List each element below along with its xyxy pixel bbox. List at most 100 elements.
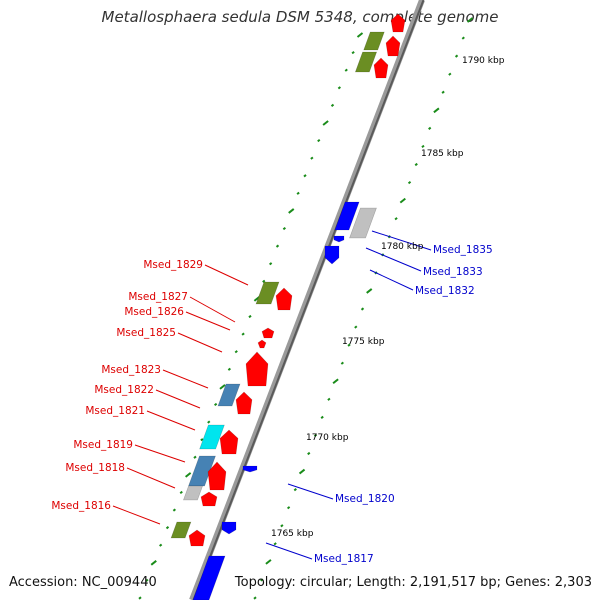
gene-forward: [188, 529, 206, 547]
scale-label-1765: 1765 kbp: [271, 529, 314, 539]
leader-line: [112, 505, 161, 525]
gene-msed-1826: [261, 327, 275, 339]
tick-mark: [399, 197, 406, 204]
gene-label-msed-1820: Msed_1820: [335, 493, 395, 505]
backbone: [189, 0, 425, 600]
tick-mark: [227, 367, 231, 371]
topology-text: Topology: circular; Length: 2,191,517 bp…: [234, 575, 592, 590]
gene-msed-1822: [235, 391, 253, 415]
gene-features: [170, 13, 406, 600]
gene-label-msed-1826: Msed_1826: [124, 306, 184, 318]
tick-mark: [265, 559, 272, 565]
tick-mark: [269, 262, 273, 266]
tick-mark: [303, 174, 307, 178]
accession-text: Accession: NC_009440: [9, 575, 157, 590]
tick-mark: [296, 191, 300, 195]
gene-label-msed-1818: Msed_1818: [65, 462, 125, 474]
gene-label-msed-1835: Msed_1835: [433, 244, 493, 256]
gene-msed-1825: [257, 339, 267, 349]
tick-mark: [347, 343, 351, 347]
tick-mark: [448, 72, 452, 76]
gene-label-msed-1817: Msed_1817: [314, 553, 374, 565]
gene-msed-1818: [183, 485, 203, 501]
tick-mark: [193, 455, 197, 459]
scale-label-1790: 1790 kbp: [462, 56, 505, 66]
tick-mark: [282, 226, 286, 231]
tick-mark: [214, 402, 218, 407]
gene-forward: [390, 13, 406, 33]
leader-line: [185, 311, 231, 331]
tick-mark: [344, 68, 348, 72]
tick-mark: [313, 433, 318, 438]
tick-mark: [293, 488, 297, 492]
tick-mark: [360, 307, 365, 311]
scale-label-1780: 1780 kbp: [381, 242, 424, 252]
tick-mark: [340, 361, 344, 365]
tick-mark: [165, 526, 170, 530]
tick-mark: [322, 120, 329, 126]
tick-mark: [159, 543, 163, 547]
tick-mark: [273, 542, 277, 546]
gene-forward: [385, 35, 401, 57]
tick-mark: [310, 156, 314, 160]
gene-label-msed-1823: Msed_1823: [101, 364, 161, 376]
tick-mark: [332, 378, 339, 385]
gene-label-msed-1832: Msed_1832: [415, 285, 475, 297]
leader-line: [287, 483, 334, 500]
gene-label-msed-1833: Msed_1833: [423, 266, 483, 278]
tick-mark: [441, 90, 445, 94]
tick-mark: [351, 51, 355, 55]
tick-mark: [185, 472, 192, 478]
tick-mark: [466, 17, 474, 23]
tick-mark: [275, 244, 280, 248]
tick-mark: [138, 596, 142, 600]
tick-mark: [307, 451, 311, 456]
gene-forward: [275, 287, 293, 311]
tick-mark: [298, 468, 306, 475]
tick-mark: [248, 314, 252, 319]
tick-mark: [280, 524, 284, 528]
gene-label-msed-1816: Msed_1816: [51, 500, 111, 512]
tick-mark: [327, 397, 331, 401]
leader-line: [162, 369, 209, 389]
gene-label-msed-1822: Msed_1822: [94, 384, 154, 396]
tick-mark: [219, 384, 226, 390]
tick-mark: [241, 332, 245, 336]
leader-line: [134, 444, 186, 463]
label-leaders: [112, 230, 432, 560]
gene-forward: [245, 351, 269, 387]
gene-forward: [207, 461, 227, 491]
tick-mark: [172, 508, 176, 512]
tick-mark: [288, 208, 295, 214]
tick-mark: [179, 490, 183, 495]
tick-mark: [337, 86, 341, 90]
tick-mark: [317, 138, 321, 143]
gene-forward: [200, 491, 218, 507]
gene-olive: [363, 31, 385, 51]
gene-msed-1835: [334, 201, 360, 231]
tick-mark: [320, 415, 324, 419]
tick-mark: [414, 162, 418, 167]
gene-msed-1823: [217, 383, 241, 407]
tick-mark: [421, 144, 425, 149]
tick-mark: [366, 288, 373, 294]
tick-mark: [260, 578, 264, 582]
gene-label-msed-1819: Msed_1819: [73, 439, 133, 451]
leader-line: [369, 269, 414, 291]
tick-mark: [433, 107, 440, 114]
leader-line: [189, 296, 236, 323]
tick-mark: [262, 279, 266, 283]
tick-mark: [200, 438, 204, 442]
leader-line: [371, 230, 432, 251]
gene-forward: [373, 57, 389, 79]
scale-label-1785: 1785 kbp: [421, 149, 464, 159]
tick-mark: [234, 350, 238, 354]
tick-mark: [330, 103, 335, 107]
gene-reverse: [192, 555, 226, 600]
tick-mark: [461, 36, 465, 40]
gene-msed-1817: [221, 521, 237, 535]
gene-msed-1832: [324, 245, 340, 265]
leader-line: [204, 264, 249, 286]
gene-label-msed-1827: Msed_1827: [128, 291, 188, 303]
